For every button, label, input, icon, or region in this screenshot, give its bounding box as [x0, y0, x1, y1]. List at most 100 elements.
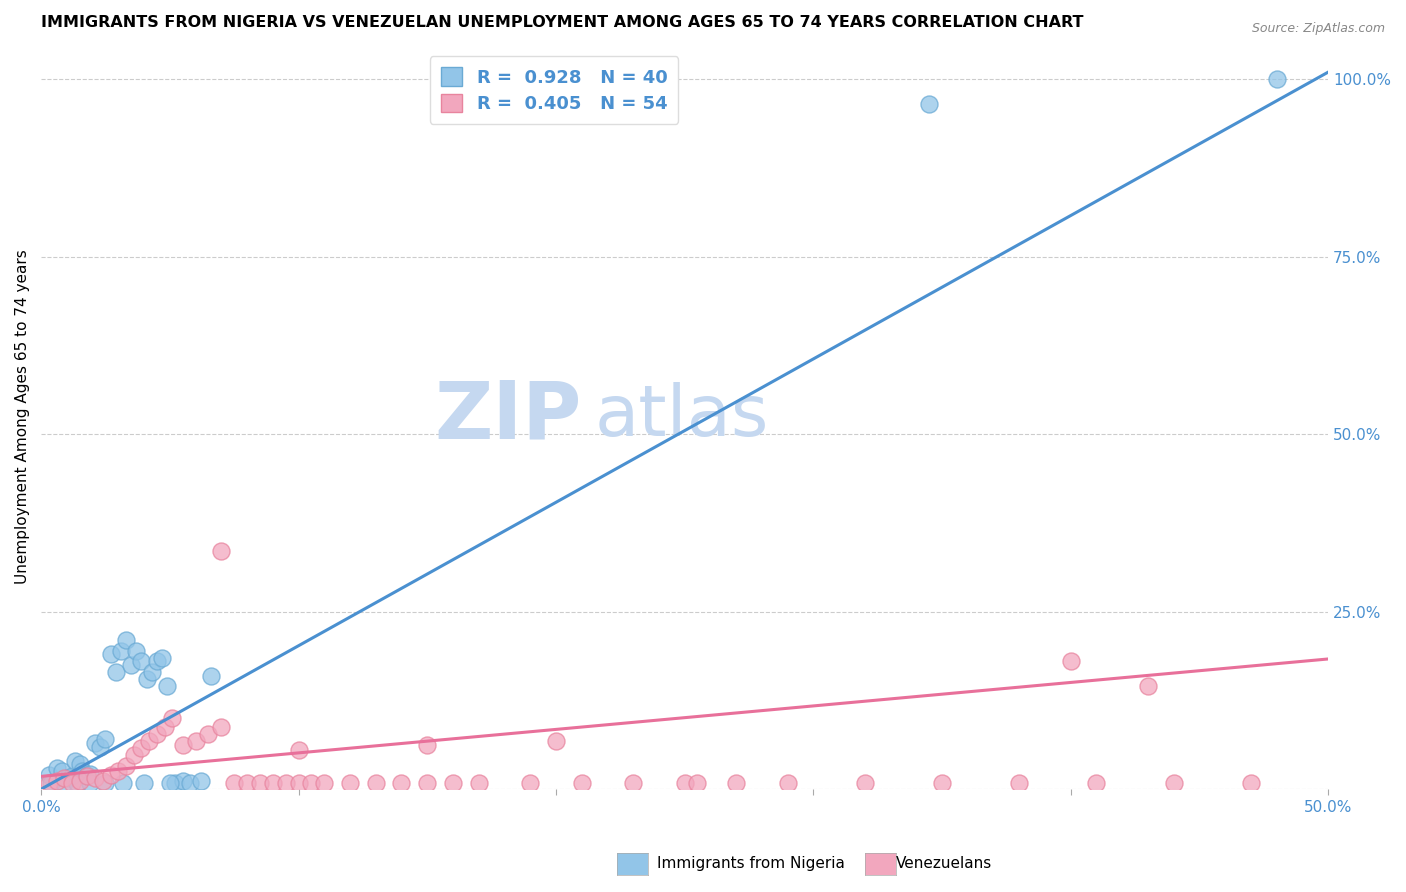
Point — [1265, 72, 1288, 87]
Point — [725, 776, 748, 790]
Point — [236, 776, 259, 790]
Point — [156, 679, 179, 693]
Text: atlas: atlas — [595, 382, 769, 450]
Point — [89, 739, 111, 754]
Point — [131, 741, 153, 756]
Point — [38, 768, 60, 782]
Text: IMMIGRANTS FROM NIGERIA VS VENEZUELAN UNEMPLOYMENT AMONG AGES 65 TO 74 YEARS COR: IMMIGRANTS FROM NIGERIA VS VENEZUELAN UN… — [41, 15, 1084, 30]
Point — [197, 727, 219, 741]
Point — [274, 776, 297, 790]
Point — [1136, 679, 1159, 693]
Point — [76, 769, 98, 783]
Point — [1085, 776, 1108, 790]
Point — [918, 97, 941, 112]
Point — [122, 747, 145, 762]
Point — [224, 776, 246, 790]
Point — [159, 776, 181, 790]
Point — [146, 727, 169, 741]
Point — [287, 743, 309, 757]
Point — [299, 776, 322, 790]
Point — [107, 764, 129, 779]
Point — [110, 643, 132, 657]
Point — [179, 776, 201, 790]
Point — [53, 776, 76, 790]
Point — [131, 654, 153, 668]
Point — [91, 773, 114, 788]
Point — [673, 776, 696, 790]
Point — [56, 772, 79, 786]
Point — [1240, 776, 1263, 790]
Point — [115, 633, 138, 648]
Text: ZIP: ZIP — [434, 377, 582, 456]
Point — [172, 773, 194, 788]
Point — [84, 736, 107, 750]
Point — [66, 776, 89, 790]
Point — [467, 776, 489, 790]
Point — [544, 734, 567, 748]
Point — [1060, 654, 1083, 668]
Point — [132, 776, 155, 790]
Text: Immigrants from Nigeria: Immigrants from Nigeria — [657, 856, 845, 871]
Point — [287, 776, 309, 790]
Point — [416, 738, 439, 752]
Point — [519, 776, 541, 790]
Point — [72, 764, 94, 779]
Point — [150, 650, 173, 665]
Point — [63, 754, 86, 768]
Point — [79, 766, 101, 780]
Point — [69, 773, 91, 788]
Point — [172, 738, 194, 752]
Point — [51, 764, 73, 779]
Point — [112, 776, 135, 790]
Point — [190, 773, 212, 788]
Point — [100, 647, 122, 661]
Point — [115, 759, 138, 773]
Point — [76, 768, 98, 782]
Point — [79, 776, 101, 790]
Point — [84, 772, 107, 786]
Point — [776, 776, 799, 790]
Point — [45, 773, 67, 788]
Point — [416, 776, 439, 790]
Point — [249, 776, 271, 790]
Point — [38, 776, 60, 790]
Point — [94, 776, 117, 790]
Y-axis label: Unemployment Among Ages 65 to 74 years: Unemployment Among Ages 65 to 74 years — [15, 249, 30, 583]
Point — [621, 776, 644, 790]
Text: Venezuelans: Venezuelans — [896, 856, 991, 871]
Point — [931, 776, 953, 790]
Point — [141, 665, 163, 679]
Point — [100, 768, 122, 782]
Point — [125, 643, 148, 657]
Point — [853, 776, 876, 790]
Point — [120, 657, 142, 672]
Point — [686, 776, 709, 790]
Point — [184, 734, 207, 748]
Point — [1008, 776, 1031, 790]
Point — [60, 769, 83, 783]
Point — [391, 776, 413, 790]
Point — [138, 734, 160, 748]
Point — [571, 776, 593, 790]
Point — [53, 772, 76, 786]
Point — [45, 761, 67, 775]
Point — [209, 720, 232, 734]
Point — [69, 757, 91, 772]
Point — [135, 672, 157, 686]
Point — [262, 776, 284, 790]
Point — [60, 776, 83, 790]
Point — [104, 665, 127, 679]
Point — [162, 711, 184, 725]
Point — [200, 668, 222, 682]
Legend: R =  0.928   N = 40, R =  0.405   N = 54: R = 0.928 N = 40, R = 0.405 N = 54 — [430, 56, 678, 124]
Point — [41, 776, 63, 790]
Text: Source: ZipAtlas.com: Source: ZipAtlas.com — [1251, 22, 1385, 36]
Point — [339, 776, 361, 790]
Point — [146, 654, 169, 668]
Point — [314, 776, 336, 790]
Point — [163, 776, 186, 790]
Point — [441, 776, 464, 790]
Point — [364, 776, 387, 790]
Point — [153, 720, 176, 734]
Point — [94, 732, 117, 747]
